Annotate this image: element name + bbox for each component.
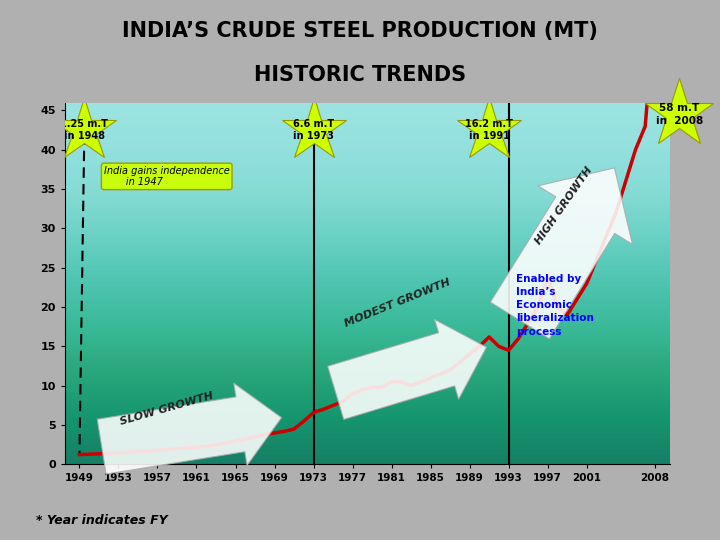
Text: HIGH GROWTH: HIGH GROWTH — [533, 165, 594, 246]
Text: India gains independence
       in 1947: India gains independence in 1947 — [104, 166, 230, 187]
Text: SLOW GROWTH: SLOW GROWTH — [119, 391, 215, 427]
Text: 1.25 m.T
in 1948: 1.25 m.T in 1948 — [60, 119, 108, 141]
Text: * Year indicates FY: * Year indicates FY — [36, 514, 168, 527]
Text: MODEST GROWTH: MODEST GROWTH — [343, 277, 451, 329]
Text: 6.6 m.T
in 1973: 6.6 m.T in 1973 — [293, 119, 334, 141]
Text: HISTORIC TRENDS: HISTORIC TRENDS — [254, 64, 466, 85]
Text: INDIA’S CRUDE STEEL PRODUCTION (MT): INDIA’S CRUDE STEEL PRODUCTION (MT) — [122, 21, 598, 42]
Text: 58 m.T
in  2008: 58 m.T in 2008 — [656, 103, 703, 126]
Text: 16.2 m.T
in 1991: 16.2 m.T in 1991 — [465, 119, 513, 141]
Text: Enabled by
India’s
Economic
liberalization
process: Enabled by India’s Economic liberalizati… — [516, 274, 594, 336]
